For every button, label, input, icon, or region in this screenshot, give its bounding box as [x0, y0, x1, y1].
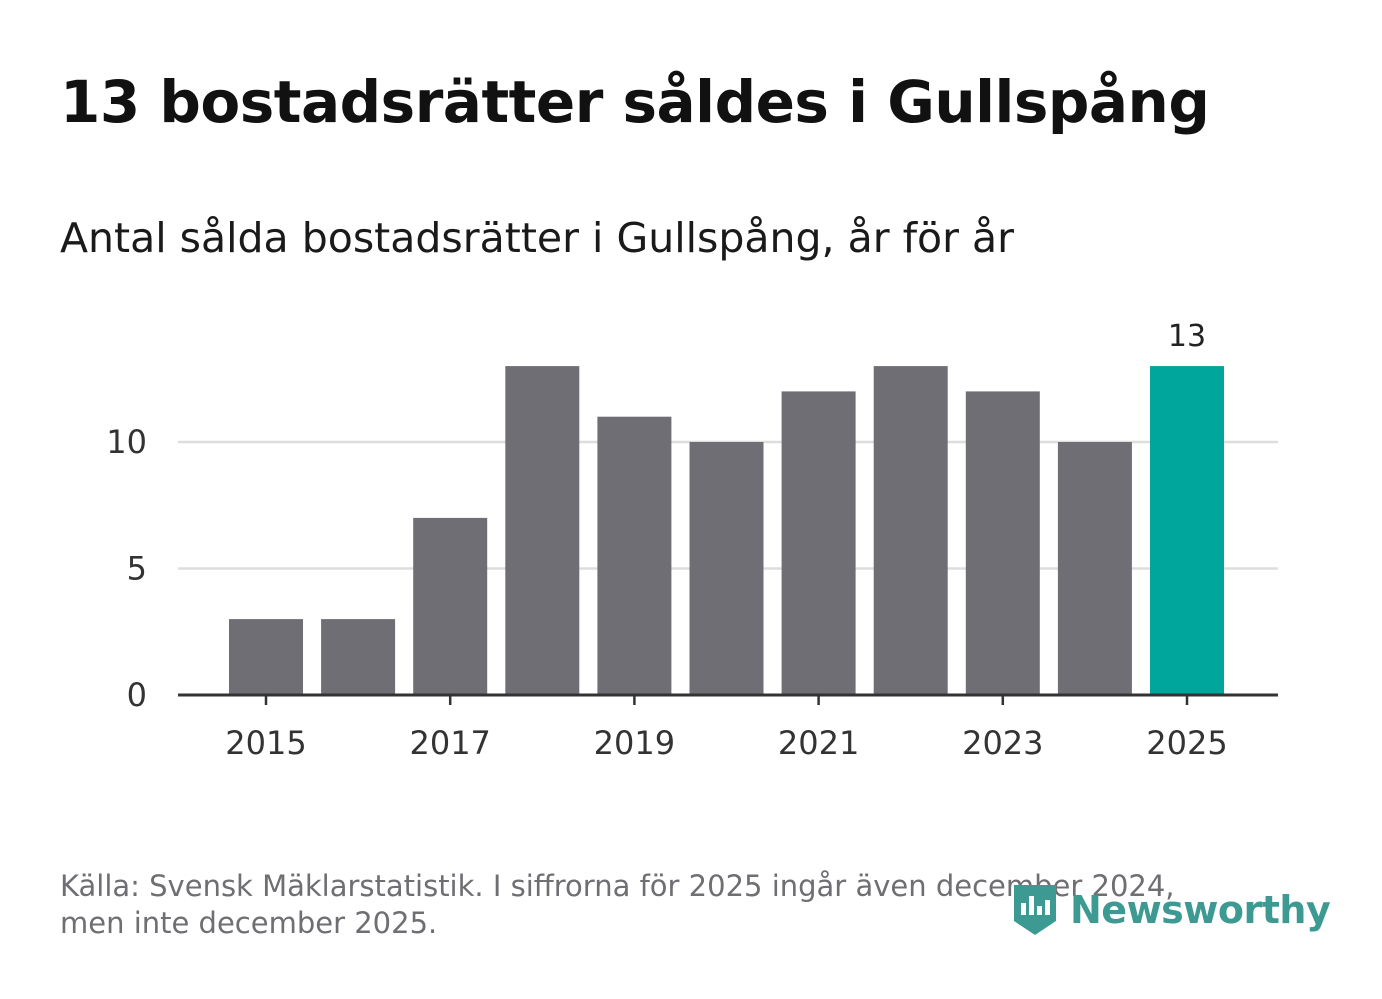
bar-2019 — [597, 416, 672, 695]
x-tick-label-2025: 2025 — [1146, 724, 1227, 762]
bar-2021 — [781, 391, 856, 695]
newsworthy-logo-icon — [1014, 885, 1056, 935]
bar-2025 — [1150, 366, 1224, 695]
bar-2017 — [413, 517, 488, 695]
brand-name: Newsworthy — [1070, 888, 1331, 932]
x-tick-label-2019: 2019 — [594, 724, 675, 762]
labels: 0 5 10 13 2015 2017 2019 2021 2023 2025 — [106, 319, 1227, 762]
x-axis — [178, 693, 1278, 705]
y-tick-label-0: 0 — [127, 676, 147, 714]
source-footnote: Källa: Svensk Mäklarstatistik. I siffror… — [60, 868, 1260, 942]
bars — [229, 366, 1224, 695]
x-tick-label-2017: 2017 — [409, 724, 490, 762]
bar-2018 — [505, 366, 580, 695]
bar-2022 — [873, 366, 948, 695]
chart-title: 13 bostadsrätter såldes i Gullspång — [60, 68, 1210, 136]
x-tick-label-2023: 2023 — [962, 724, 1043, 762]
y-tick-label-5: 5 — [127, 550, 147, 588]
value-label-2025: 13 — [1168, 319, 1206, 354]
x-tick-label-2015: 2015 — [225, 724, 306, 762]
bar-2023 — [965, 391, 1040, 695]
chart-subtitle: Antal sålda bostadsrätter i Gullspång, å… — [60, 214, 1014, 262]
newsworthy-logo: Newsworthy — [1010, 880, 1331, 940]
bar-2020 — [689, 442, 764, 695]
bar-2015 — [229, 619, 303, 695]
y-tick-label-10: 10 — [106, 423, 147, 461]
footnote-line-1: Källa: Svensk Mäklarstatistik. I siffror… — [60, 869, 1175, 903]
bar-2016 — [321, 619, 396, 695]
bar-2024 — [1057, 442, 1132, 695]
footnote-line-2: men inte december 2025. — [60, 906, 438, 940]
x-tick-label-2021: 2021 — [778, 724, 859, 762]
